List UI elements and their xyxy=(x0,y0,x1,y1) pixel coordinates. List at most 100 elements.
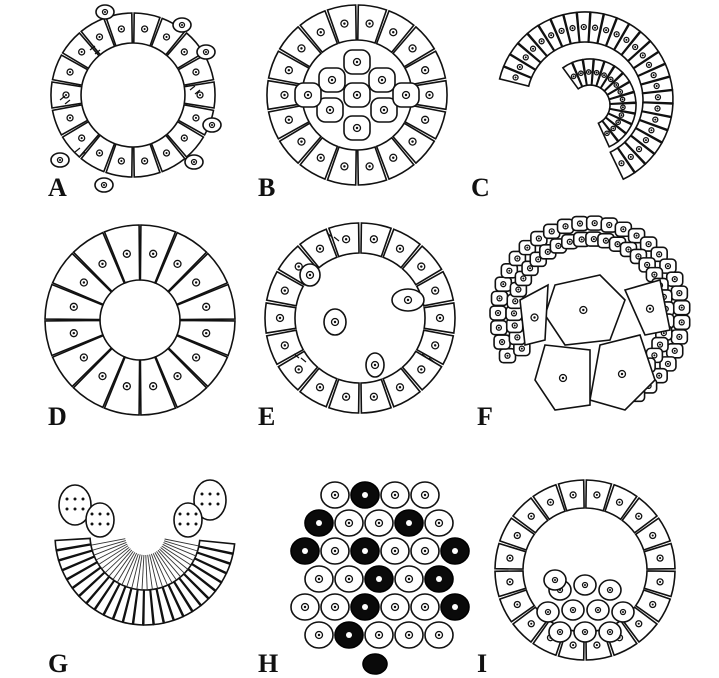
granule xyxy=(200,502,204,506)
granule xyxy=(216,502,220,506)
nucleolus xyxy=(143,27,146,31)
granule xyxy=(65,507,69,511)
nucleolus xyxy=(333,493,337,497)
nucleolus xyxy=(151,384,155,388)
nucleolus xyxy=(673,349,676,352)
nucleolus xyxy=(355,126,359,130)
nucleolus xyxy=(502,283,505,286)
granule xyxy=(186,522,190,526)
nucleolus xyxy=(637,622,640,625)
nucleolus xyxy=(143,159,146,163)
cilium xyxy=(92,540,126,551)
panel-a-ring-cells xyxy=(50,4,222,193)
nucleolus xyxy=(559,631,561,633)
cilium xyxy=(164,538,199,547)
cell xyxy=(44,319,104,357)
nucleolus xyxy=(372,237,376,241)
granule xyxy=(208,502,212,506)
nucleolus xyxy=(637,255,640,258)
nucleolus xyxy=(637,515,640,518)
nucleolus xyxy=(204,331,208,335)
granule xyxy=(194,512,198,516)
nucleolus xyxy=(516,603,519,606)
nucleolus xyxy=(655,85,658,88)
granule xyxy=(208,492,212,496)
nucleolus xyxy=(537,237,540,240)
panel-d-radial-ring xyxy=(44,224,236,416)
panel-label-c: C xyxy=(471,173,490,202)
nucleolus xyxy=(423,605,427,609)
nucleolus xyxy=(571,27,574,30)
nucleolus xyxy=(407,577,411,581)
cell-nucleus xyxy=(346,632,352,638)
nucleolus xyxy=(594,26,597,29)
granule xyxy=(106,522,110,526)
nucleolus xyxy=(622,228,625,231)
nucleolus xyxy=(518,65,521,68)
cell xyxy=(139,224,177,284)
nucleolus xyxy=(608,224,611,227)
nucleolus xyxy=(64,93,68,97)
nucleolus xyxy=(506,354,509,357)
nucleolus xyxy=(582,26,585,29)
nucleolus xyxy=(603,74,606,77)
nucleolus xyxy=(584,631,586,633)
nucleolus xyxy=(347,577,351,581)
nucleolus xyxy=(317,633,321,637)
cilium xyxy=(160,547,189,570)
nucleolus xyxy=(634,46,637,49)
nucleolus xyxy=(355,93,359,97)
nucleolus xyxy=(437,633,441,637)
nucleolus xyxy=(656,96,659,99)
cilium xyxy=(150,553,164,588)
nucleolus xyxy=(533,316,536,319)
cell xyxy=(44,283,104,321)
nucleolus xyxy=(98,151,101,155)
nucleolus xyxy=(176,262,179,266)
nucleolus xyxy=(420,368,423,371)
nucleolus xyxy=(406,298,410,302)
nucleolus xyxy=(550,230,553,233)
nucleolus xyxy=(604,239,607,242)
nucleolus xyxy=(300,140,303,143)
nucleolus xyxy=(540,40,543,43)
nucleolus xyxy=(653,354,656,357)
nucleolus xyxy=(554,579,556,581)
nucleolus xyxy=(80,137,83,140)
nucleolus xyxy=(666,265,669,268)
nucleolus xyxy=(303,605,307,609)
nucleolus xyxy=(300,47,303,50)
nucleolus xyxy=(532,47,535,50)
nucleolus xyxy=(656,107,659,110)
nucleolus xyxy=(59,159,61,161)
nucleolus xyxy=(120,27,123,31)
granule xyxy=(73,507,77,511)
nucleolus xyxy=(651,603,654,606)
nucleolus xyxy=(423,493,427,497)
cell-nucleus xyxy=(436,576,442,582)
nucleolus xyxy=(680,321,683,324)
granule xyxy=(90,522,94,526)
nucleolus xyxy=(625,38,628,41)
nucleolus xyxy=(560,29,563,32)
nucleolus xyxy=(654,118,657,121)
nucleolus xyxy=(648,307,652,310)
nucleolus xyxy=(193,161,195,163)
nucleolus xyxy=(517,288,520,291)
granule xyxy=(194,522,198,526)
granule xyxy=(73,497,77,501)
cilium xyxy=(161,545,192,566)
nucleolus xyxy=(398,247,402,250)
nucleolus xyxy=(404,93,408,97)
cell-nucleus xyxy=(302,548,308,554)
nucleolus xyxy=(283,344,287,347)
nucleolus xyxy=(659,557,662,560)
cilium xyxy=(136,554,143,590)
panel-label-e: E xyxy=(258,402,275,431)
nucleolus xyxy=(561,376,565,380)
nucleolus xyxy=(287,118,291,122)
cilium xyxy=(147,554,153,590)
cilium xyxy=(95,543,128,561)
nucleolus xyxy=(620,114,623,117)
nucleolus xyxy=(393,549,397,553)
